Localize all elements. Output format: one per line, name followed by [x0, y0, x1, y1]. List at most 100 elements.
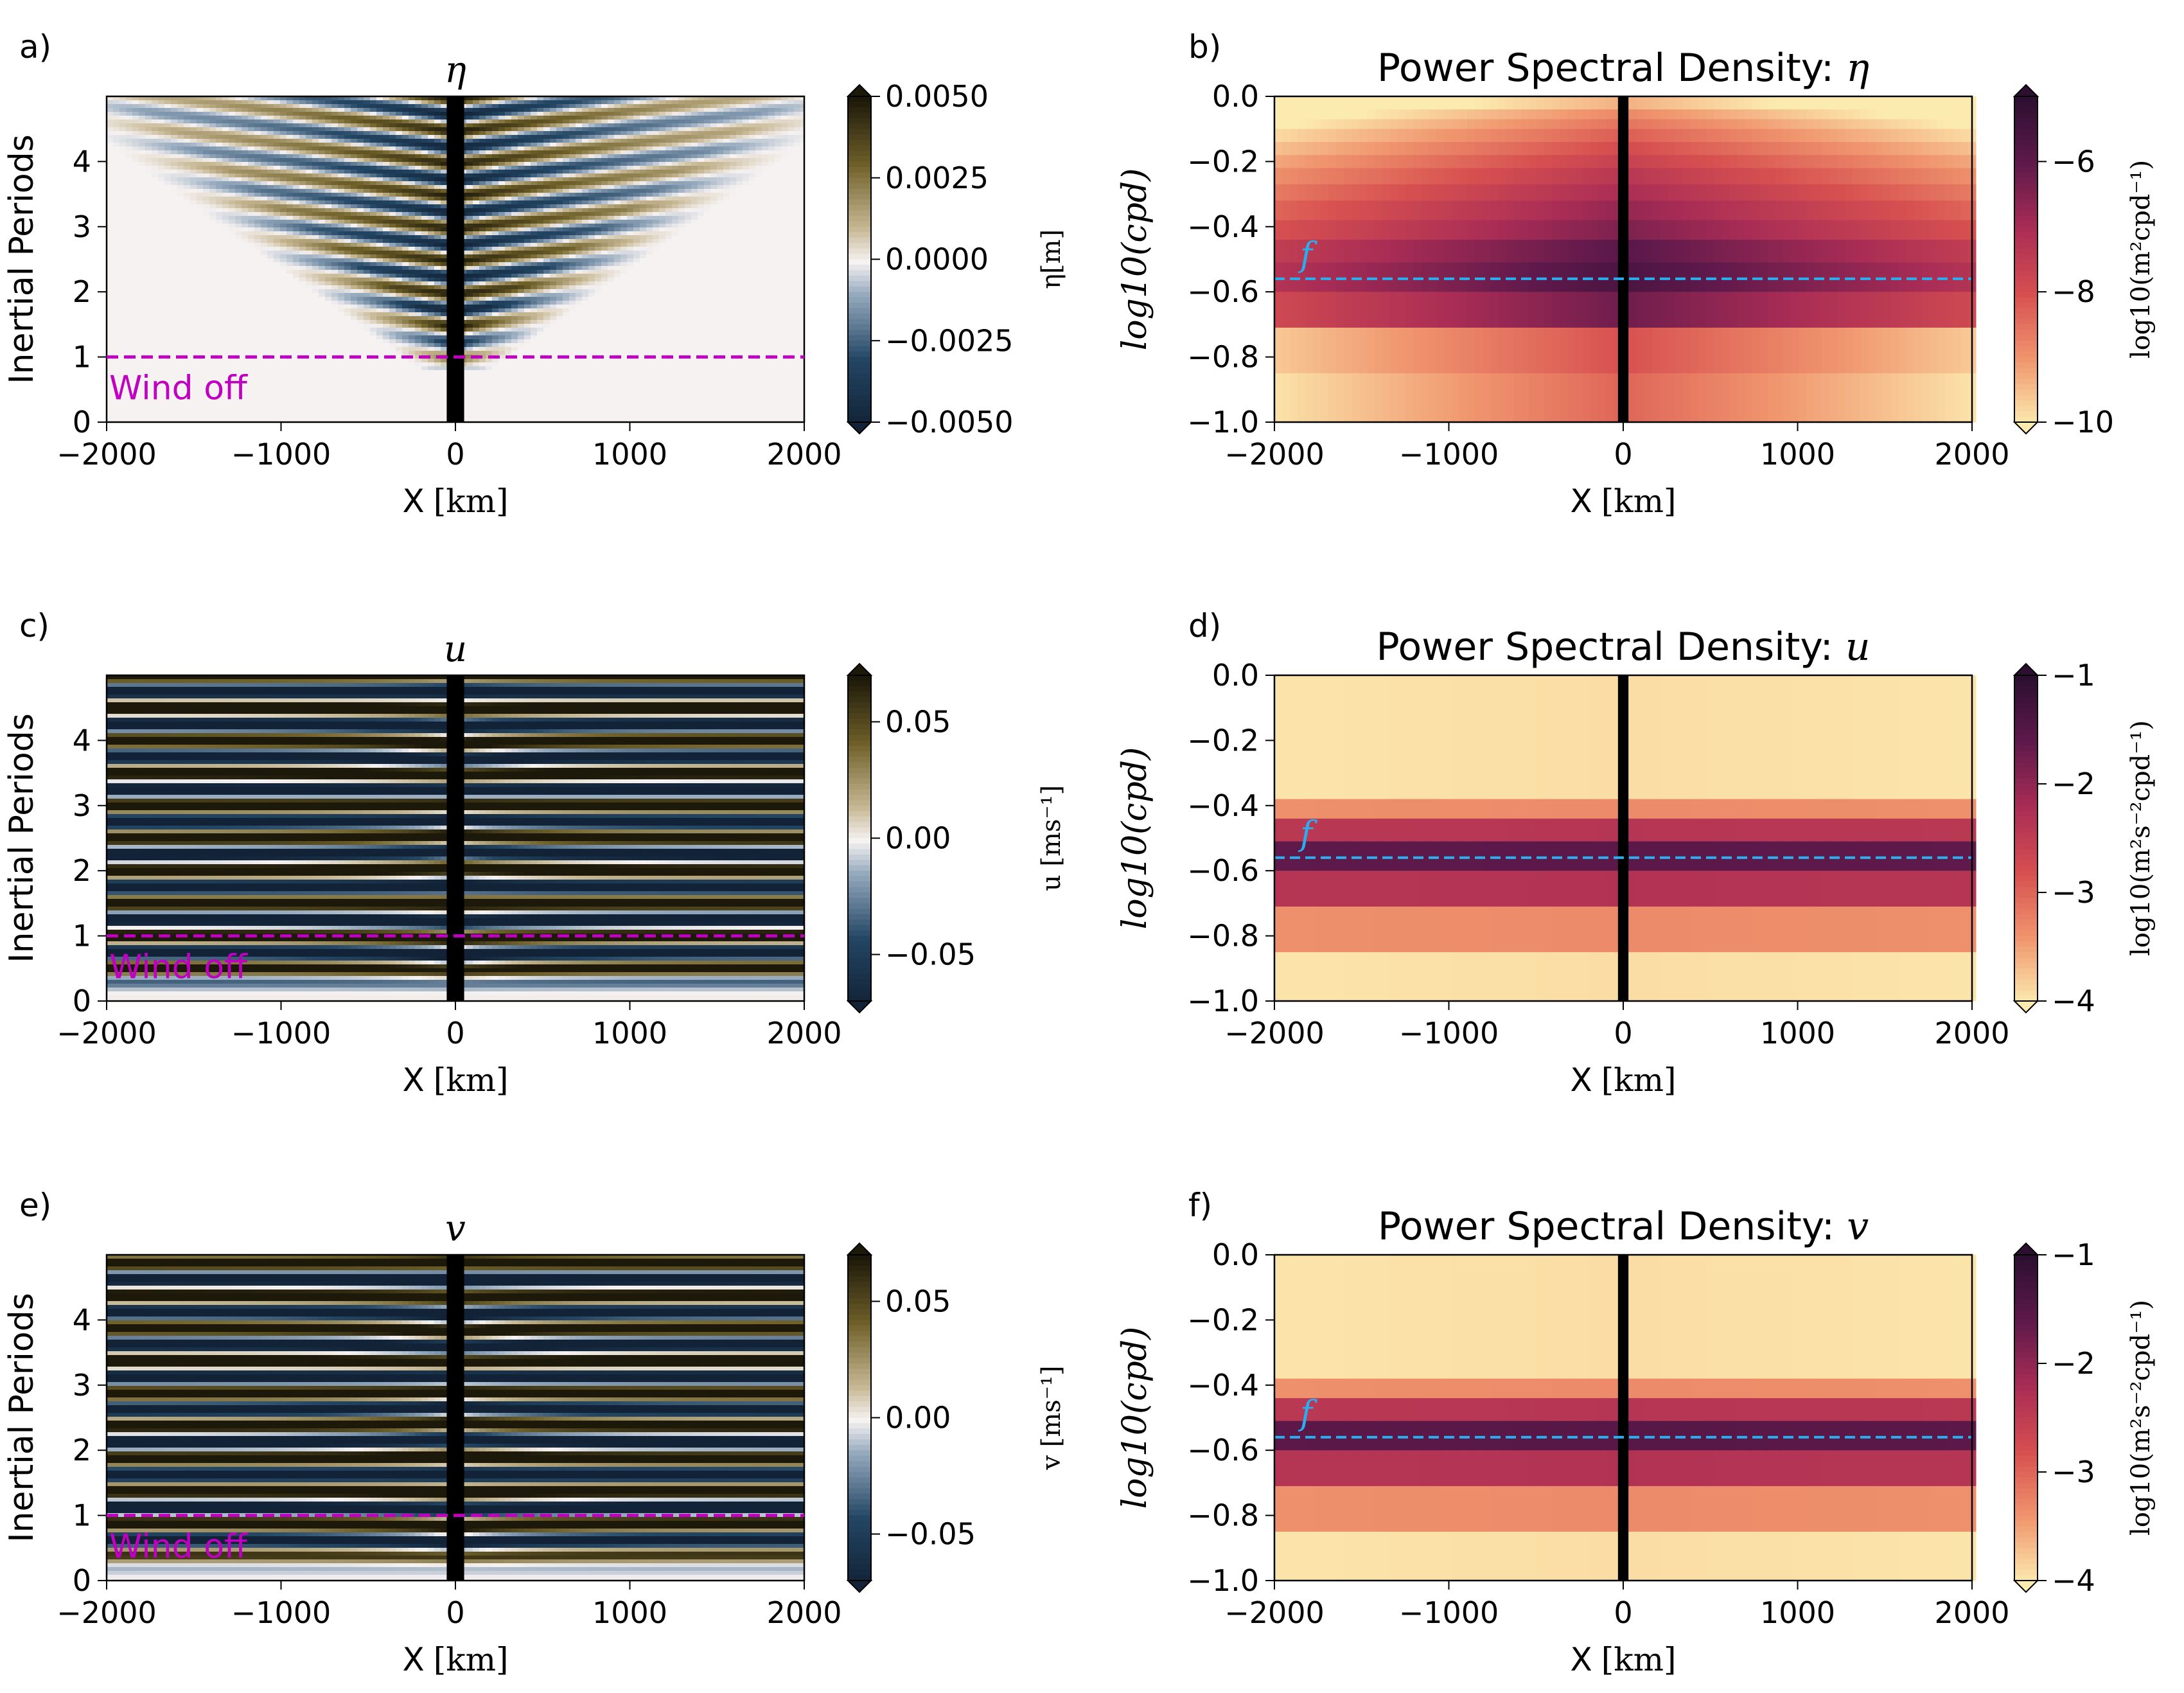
psd-cell	[1675, 327, 1684, 374]
psd-cell	[1537, 141, 1545, 155]
psd-cell	[1868, 1485, 1876, 1532]
psd-cell	[1953, 262, 1961, 292]
psd-cell	[1467, 1398, 1475, 1422]
psd-cell	[1783, 109, 1792, 120]
psd-cell	[1606, 200, 1614, 221]
psd-cell	[1775, 1450, 1784, 1487]
psd-cell	[1375, 184, 1383, 201]
psd-cell	[1552, 799, 1560, 819]
psd-cell	[1429, 906, 1437, 953]
psd-cell	[1883, 155, 1892, 169]
psd-cell	[1467, 906, 1475, 953]
psd-cell	[1937, 292, 1946, 328]
colorbar-segment	[848, 107, 871, 114]
psd-cell	[1421, 1398, 1429, 1422]
colorbar-segment	[848, 194, 871, 200]
psd-cell	[1560, 262, 1568, 292]
psd-cell	[1552, 96, 1560, 110]
psd-cell	[1537, 675, 1545, 800]
psd-cell	[1590, 1485, 1599, 1532]
psd-cell	[1459, 799, 1468, 819]
psd-cell	[1583, 327, 1591, 374]
psd-cell	[1745, 1421, 1753, 1451]
psd-cell	[1567, 129, 1576, 143]
psd-cell	[1637, 155, 1645, 169]
psd-cell	[1290, 184, 1298, 201]
psd-cell	[1860, 327, 1869, 374]
psd-cell	[1583, 906, 1591, 953]
colorbar-segment	[848, 368, 871, 374]
colorbar-segment	[2014, 838, 2038, 844]
psd-cell	[1475, 262, 1483, 292]
psd-cell	[1891, 373, 1899, 423]
psd-cell	[1590, 952, 1599, 1002]
psd-cell	[1768, 262, 1776, 292]
psd-cell	[1953, 819, 1961, 842]
psd-cell	[1652, 841, 1660, 871]
psd-cell	[1668, 220, 1676, 240]
psd-cell	[1930, 906, 1938, 953]
colorbar-segment	[2014, 1401, 2038, 1408]
colorbar-segment	[2014, 1553, 2038, 1560]
psd-cell	[1398, 952, 1406, 1002]
psd-cell	[1922, 168, 1930, 185]
psd-cell	[1637, 1421, 1645, 1451]
psd-cell	[1907, 155, 1915, 169]
psd-cell	[1544, 841, 1553, 871]
psd-cell	[1760, 675, 1768, 800]
psd-cell	[1837, 373, 1845, 423]
psd-cell	[1668, 141, 1676, 155]
colorbar-tick-label: −0.05	[885, 1517, 976, 1552]
psd-cell	[1799, 1450, 1807, 1487]
psd-cell	[1390, 200, 1398, 221]
psd-cell	[1775, 240, 1784, 263]
psd-cell	[1483, 1398, 1491, 1422]
psd-cell	[1567, 292, 1576, 328]
psd-cell	[1583, 141, 1591, 155]
psd-cell	[1429, 1531, 1437, 1581]
psd-cell	[1691, 129, 1699, 143]
psd-cell	[1791, 1531, 1799, 1581]
psd-cell	[1891, 1378, 1899, 1399]
psd-cell	[1922, 109, 1930, 120]
psd-cell	[1652, 184, 1660, 201]
psd-cell	[1483, 675, 1491, 800]
psd-cell	[1814, 129, 1822, 143]
psd-cell	[1344, 906, 1352, 953]
psd-cell	[1783, 96, 1792, 110]
psd-cell	[1359, 1398, 1368, 1422]
colorbar-segment	[2014, 860, 2038, 866]
psd-cell	[1475, 841, 1483, 871]
psd-cell	[1606, 155, 1614, 169]
psd-cell	[1868, 373, 1876, 423]
psd-cell	[1583, 1255, 1591, 1379]
psd-cell	[1706, 841, 1714, 871]
psd-cell	[1937, 141, 1946, 155]
psd-cell	[1537, 906, 1545, 953]
colorbar-segment	[2014, 400, 2038, 407]
psd-cell	[1637, 373, 1645, 423]
psd-cell	[1752, 129, 1761, 143]
colorbar-segment	[848, 102, 871, 108]
colorbar-segment	[2014, 1559, 2038, 1565]
psd-cell	[1336, 168, 1344, 185]
psd-cell	[1282, 373, 1290, 423]
colorbar-segment	[2014, 161, 2038, 168]
psd-cell	[1860, 168, 1869, 185]
psd-cell	[1691, 675, 1699, 800]
psd-cell	[1598, 871, 1607, 907]
psd-cell	[1321, 292, 1329, 328]
x-tick-label: 0	[1614, 437, 1632, 472]
psd-cell	[1506, 1421, 1514, 1451]
psd-cell	[1606, 871, 1614, 907]
psd-cell	[1799, 1378, 1807, 1399]
psd-cell	[1814, 1485, 1822, 1532]
colorbar-segment	[848, 724, 871, 731]
psd-cell	[1737, 906, 1745, 953]
psd-cell	[1483, 871, 1491, 907]
colorbar-label: η[m]	[1037, 229, 1066, 289]
psd-cell	[1953, 952, 1961, 1002]
colorbar-label: log10(m²s⁻²cpd⁻¹)	[2126, 720, 2156, 956]
psd-cell	[1775, 675, 1784, 800]
psd-cell	[1444, 906, 1452, 953]
